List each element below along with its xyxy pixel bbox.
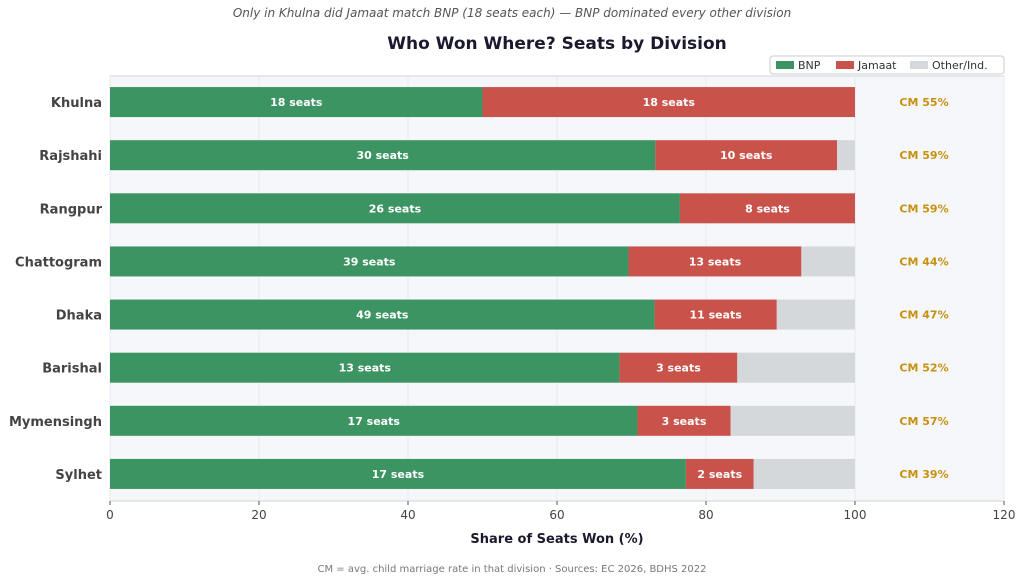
bar-otherind (753, 458, 855, 489)
chart-title: Who Won Where? Seats by Division (387, 34, 727, 54)
bar-label: 49 seats (356, 309, 409, 322)
bar-otherind (730, 405, 855, 436)
category-label: Rangpur (40, 202, 103, 217)
bar-label: 10 seats (720, 149, 773, 162)
bar-label: 26 seats (369, 202, 422, 215)
cm-annotation: CM 44% (899, 255, 948, 268)
category-label: Khulna (51, 96, 102, 111)
category-label: Rajshahi (39, 149, 102, 164)
bar-label: 3 seats (656, 362, 701, 375)
cm-annotation: CM 39% (899, 468, 948, 481)
bar-jamaat (685, 458, 754, 489)
bar-label: 18 seats (270, 96, 323, 109)
bar-bnp (110, 405, 638, 436)
legend-swatch (776, 61, 794, 69)
bar-bnp (110, 193, 680, 224)
cm-annotation: CM 47% (899, 309, 948, 322)
bar-label: 2 seats (697, 468, 742, 481)
x-tick-label: 20 (251, 508, 266, 522)
bar-jamaat (628, 246, 802, 277)
category-label: Dhaka (56, 309, 102, 324)
cm-annotation: CM 57% (899, 415, 948, 428)
bar-bnp (110, 140, 656, 171)
bar-otherind (837, 140, 855, 171)
bar-label: 39 seats (343, 255, 396, 268)
x-tick-label: 40 (400, 508, 415, 522)
bar-otherind (776, 299, 855, 330)
bar-otherind (737, 352, 855, 383)
bar-label: 17 seats (372, 468, 425, 481)
cm-annotation: CM 59% (899, 202, 948, 215)
bar-bnp (110, 352, 620, 383)
legend-label: BNP (798, 59, 821, 72)
bar-label: 13 seats (689, 255, 742, 268)
x-tick-label: 120 (993, 508, 1016, 522)
x-tick-label: 80 (698, 508, 713, 522)
bar-label: 30 seats (356, 149, 409, 162)
bar-label: 3 seats (662, 415, 707, 428)
x-axis-label: Share of Seats Won (%) (470, 532, 643, 547)
x-tick-label: 0 (106, 508, 114, 522)
legend-swatch (836, 61, 854, 69)
cm-annotation: CM 59% (899, 149, 948, 162)
x-tick-label: 100 (844, 508, 867, 522)
category-label: Barishal (42, 362, 102, 377)
bar-label: 11 seats (689, 309, 742, 322)
bar-jamaat (679, 193, 855, 224)
bar-jamaat (482, 87, 855, 118)
category-label: Chattogram (15, 255, 102, 270)
bar-otherind (801, 246, 855, 277)
bar-jamaat (619, 352, 738, 383)
legend-label: Jamaat (857, 59, 897, 72)
legend-swatch (910, 61, 928, 69)
bar-jamaat (637, 405, 731, 436)
bar-bnp (110, 87, 483, 118)
x-tick-label: 60 (549, 508, 564, 522)
bar-bnp (110, 299, 655, 330)
footnote: CM = avg. child marriage rate in that di… (317, 564, 706, 575)
bar-label: 18 seats (643, 96, 696, 109)
bar-label: 8 seats (745, 202, 790, 215)
bar-jamaat (655, 140, 838, 171)
bar-bnp (110, 458, 686, 489)
bar-label: 13 seats (339, 362, 392, 375)
bar-bnp (110, 246, 629, 277)
bar-label: 17 seats (348, 415, 401, 428)
bar-jamaat (654, 299, 777, 330)
cm-annotation: CM 55% (899, 96, 948, 109)
category-label: Mymensingh (9, 415, 102, 430)
category-label: Sylhet (55, 468, 102, 483)
chart-subtitle: Only in Khulna did Jamaat match BNP (18 … (233, 6, 791, 20)
cm-annotation: CM 52% (899, 362, 948, 375)
legend-label: Other/Ind. (932, 59, 988, 72)
legend (769, 55, 1005, 75)
